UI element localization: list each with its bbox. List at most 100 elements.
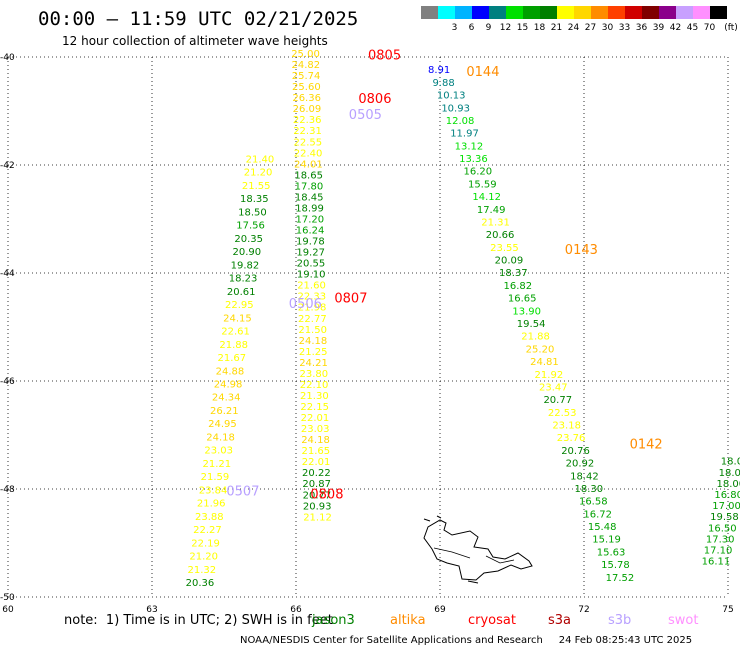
mission-label: altika [390,613,426,628]
swh-value: 22.01 [301,413,330,424]
swh-value: 21.65 [301,446,330,457]
swh-value: 18.00 [717,479,740,490]
credit-line: NOAA/NESDIS Center for Satellite Applica… [240,635,693,646]
colorbar-swatch [455,6,472,19]
swh-value: 17.80 [295,181,324,192]
swh-value: 20.61 [227,287,256,298]
page-subtitle: 12 hour collection of altimeter wave hei… [62,34,328,48]
swh-value: 21.67 [217,353,246,364]
swh-value: 19.10 [297,270,326,281]
swh-value: 18.42 [570,471,599,482]
swh-value: 9.88 [432,78,454,89]
colorbar-tick-label: 3 [451,23,458,33]
swh-value: 23.80 [299,369,328,380]
swh-value: 10.13 [437,91,466,102]
swh-value: 15.59 [468,179,497,190]
colorbar-tick-label: 6 [468,23,475,33]
swh-value: 20.35 [234,234,263,245]
mission-label: cryosat [468,613,516,628]
colorbar-swatch [574,6,591,19]
swh-value: 22.55 [293,137,322,148]
swh-value: 15.19 [592,535,621,546]
swh-value: 20.22 [302,468,331,479]
swh-value: 17.52 [606,573,635,584]
colorbar-swatch [676,6,693,19]
swh-value: 22.31 [293,126,322,137]
swh-value: 23.76 [557,433,586,444]
axis-ticks: 60 63 66 69 72 75 -40 -42 -44 -46 -48 -50 [0,53,734,615]
colorbar-tick-label: 27 [584,23,597,33]
colorbar-swatch [625,6,642,19]
pass-time-label: 0807 [334,292,367,307]
swh-value: 21.21 [202,459,231,470]
x-tick-label: 60 [2,605,14,615]
swh-value: 21.88 [219,340,248,351]
colorbar-tick-label: 30 [601,23,614,33]
colorbar-swatch [438,6,455,19]
swh-value: 18.00 [719,468,740,479]
colorbar-swatch [489,6,506,19]
swh-value: 16.80 [714,490,740,501]
swh-value: 20.76 [561,446,590,457]
y-tick-label: -44 [0,269,15,279]
swh-value: 13.90 [512,306,541,317]
pass-time-label: 0144 [466,65,499,80]
swh-value: 16.65 [508,294,537,305]
x-tick-label: 66 [290,605,302,615]
swh-value: 20.90 [232,247,261,258]
swh-value: 20.66 [486,230,515,241]
swh-value: 15.63 [597,547,626,558]
kerguelen-island-outline [423,515,533,584]
pass-time-label: 0808 [310,488,343,503]
swh-value: 22.61 [221,327,250,338]
swh-value: 22.95 [225,300,254,311]
swh-value: 22.01 [302,457,331,468]
swh-value: 19.82 [231,260,260,271]
swh-value: 25.74 [292,71,321,82]
swh-value: 19.27 [296,248,325,259]
page-title: 00:00 – 11:59 UTC 02/21/2025 [38,8,359,30]
swh-value: 15.48 [588,522,617,533]
colorbar-swatch [642,6,659,19]
swh-value: 21.25 [299,347,328,358]
pass-time-label: 0805 [368,49,401,64]
swh-value: 21.50 [298,325,327,336]
swh-value: 18.30 [575,484,604,495]
swh-value: 17.00 [712,501,740,512]
swh-value: 21.60 [297,281,326,292]
pass-time-label: 0506 [289,297,322,312]
colorbar-swatch [506,6,523,19]
colorbar-tick-label: 36 [635,23,648,33]
swh-value: 24.18 [206,432,235,443]
mission-label: jason3 [312,613,355,628]
swh-value: 18.37 [499,268,528,279]
swh-value: 13.12 [455,141,484,152]
swh-value: 16.24 [296,226,325,237]
colorbar-tick-label: 9 [485,23,492,33]
swh-value: 18.50 [238,207,267,218]
swh-value: 24.34 [212,393,241,404]
swh-value: 22.10 [300,380,329,391]
swh-value: 21.92 [535,370,564,381]
swh-value: 24.18 [299,336,328,347]
colorbar-swatch [710,6,727,19]
swh-value: 23.18 [552,421,581,432]
swh-value: 18.00 [721,457,740,468]
swh-value: 24.15 [223,313,252,324]
lat-lon-grid [7,56,729,598]
x-tick-label: 63 [146,605,157,615]
swh-value: 17.56 [236,221,265,232]
swh-value: 24.01 [294,159,323,170]
colorbar-tick-label: 45 [686,23,699,33]
swh-value: 22.15 [300,402,329,413]
swh-value: 15.78 [601,560,630,571]
swh-value: 22.53 [548,408,577,419]
swh-value: 17.10 [704,546,733,557]
swh-value: 19.78 [296,237,325,248]
swh-value: 21.20 [189,552,218,563]
colorbar-tick-label: 33 [618,23,631,33]
swh-value: 26.09 [293,104,322,115]
swh-value: 21.98 [298,303,327,314]
swh-value: 21.40 [246,154,275,165]
